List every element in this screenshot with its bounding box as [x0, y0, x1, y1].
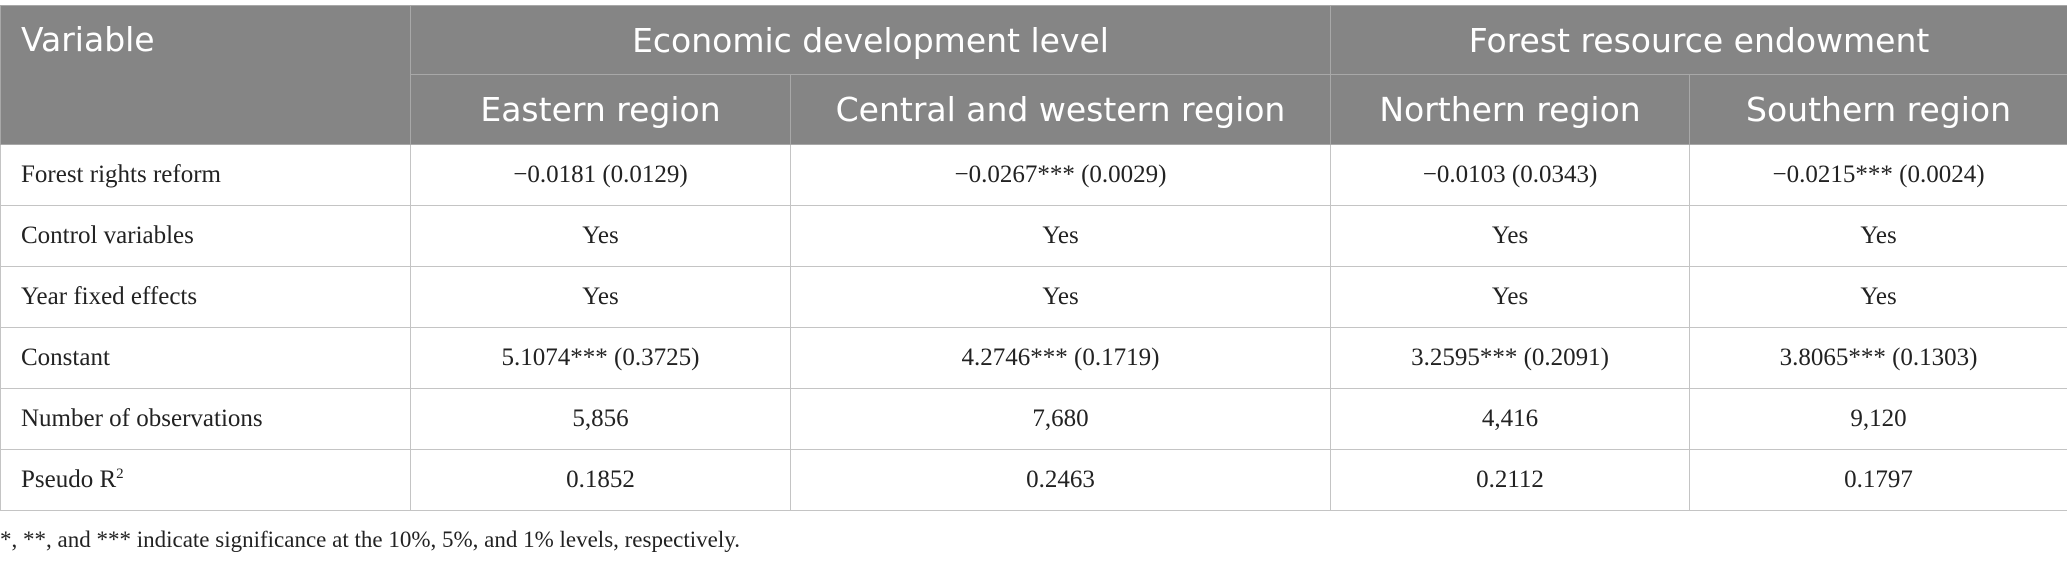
table-cell: 3.2595*** (0.2091): [1330, 327, 1691, 389]
table-cell: 5.1074*** (0.3725): [410, 327, 791, 389]
table-cell: Yes: [1330, 205, 1691, 267]
table-cell: −0.0215*** (0.0024): [1689, 144, 2067, 206]
table-cell: 7,680: [789, 388, 1332, 450]
row-label: Forest rights reform: [0, 144, 411, 206]
header-central-western-region: Central and western region: [789, 74, 1332, 145]
table-cell: −0.0267*** (0.0029): [789, 144, 1332, 206]
header-southern-region: Southern region: [1689, 74, 2067, 145]
header-northern-region: Northern region: [1330, 74, 1691, 145]
table-cell: Yes: [1330, 266, 1691, 328]
table-row: Control variables Yes Yes Yes Yes: [0, 205, 2067, 267]
header-group-forest: Forest resource endowment: [1330, 5, 2067, 75]
table-cell: 4.2746*** (0.1719): [789, 327, 1332, 389]
table-cell: Yes: [410, 266, 791, 328]
header-variable: Variable: [0, 5, 411, 145]
table-cell: Yes: [789, 205, 1332, 267]
table-cell: Yes: [410, 205, 791, 267]
row-label: Constant: [0, 327, 411, 389]
table-cell: Yes: [789, 266, 1332, 328]
row-label: Number of observations: [0, 388, 411, 450]
row-label: Year fixed effects: [0, 266, 411, 328]
table-row: Number of observations 5,856 7,680 4,416…: [0, 388, 2067, 450]
table-cell: 0.1852: [410, 449, 791, 511]
table-cell: −0.0103 (0.0343): [1330, 144, 1691, 206]
table-footnote: *, **, and *** indicate significance at …: [0, 527, 741, 552]
table-row: Pseudo R2 0.1852 0.2463 0.2112 0.1797: [0, 449, 2067, 511]
row-label: Control variables: [0, 205, 411, 267]
table-cell: 5,856: [410, 388, 791, 450]
table-cell: 3.8065*** (0.1303): [1689, 327, 2067, 389]
table-cell: 9,120: [1689, 388, 2067, 450]
results-table: Variable Economic development level Fore…: [0, 5, 2067, 511]
table-cell: 4,416: [1330, 388, 1691, 450]
superscript: 2: [116, 466, 124, 482]
table-cell: Yes: [1689, 205, 2067, 267]
table-header: Variable Economic development level Fore…: [0, 5, 2067, 145]
header-group-economic: Economic development level: [409, 5, 1332, 75]
table-row: Forest rights reform −0.0181 (0.0129) −0…: [0, 144, 2067, 206]
table-cell: 0.1797: [1689, 449, 2067, 511]
pseudo-r-label: Pseudo R: [21, 466, 117, 493]
table-body: Forest rights reform −0.0181 (0.0129) −0…: [0, 144, 2067, 511]
table-cell: −0.0181 (0.0129): [410, 144, 791, 206]
table-row: Year fixed effects Yes Yes Yes Yes: [0, 266, 2067, 328]
table-row: Constant 5.1074*** (0.3725) 4.2746*** (0…: [0, 327, 2067, 389]
results-table-wrapper: Variable Economic development level Fore…: [0, 5, 2067, 511]
table-cell: 0.2463: [789, 449, 1332, 511]
table-cell: Yes: [1689, 266, 2067, 328]
row-label: Pseudo R2: [0, 449, 411, 511]
header-eastern-region: Eastern region: [410, 74, 791, 145]
table-cell: 0.2112: [1330, 449, 1691, 511]
